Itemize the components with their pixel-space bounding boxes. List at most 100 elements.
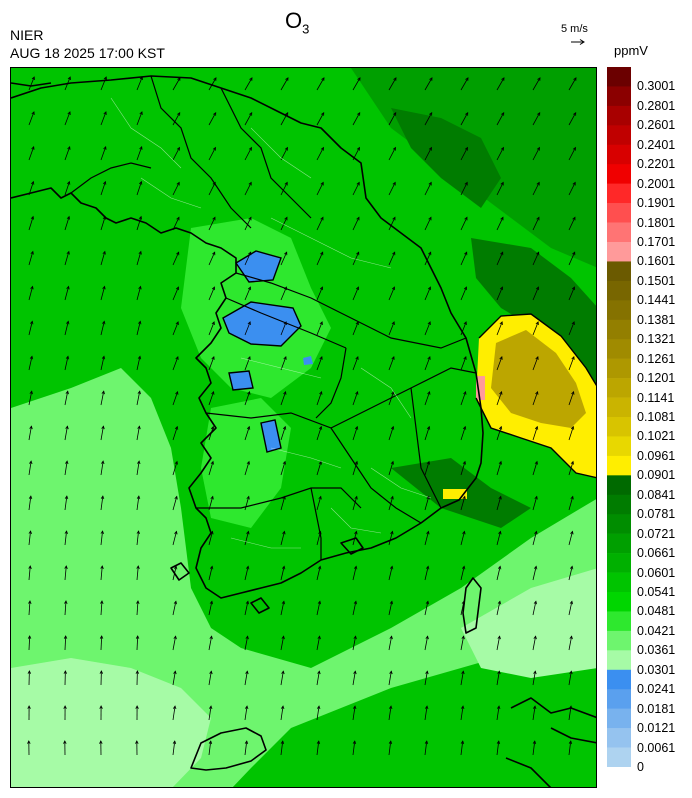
color-scale-label: 0: [637, 760, 644, 774]
wind-arrow-head: [66, 320, 70, 325]
color-scale-label: 0.1381: [637, 312, 676, 327]
color-scale-label: 0.0181: [637, 701, 676, 716]
wind-arrow: [172, 182, 180, 196]
wind-arrow-head: [27, 740, 31, 744]
wind-arrow: [352, 77, 361, 91]
wind-arrow-head: [356, 181, 360, 186]
wind-arrow: [532, 286, 539, 301]
field-zone-low-3: [229, 371, 253, 390]
wind-arrow: [64, 461, 68, 476]
chart-title: O3: [285, 8, 309, 36]
wind-arrow: [316, 496, 322, 511]
wind-arrow-head: [281, 565, 286, 570]
wind-arrow-head: [172, 705, 177, 710]
color-scale-bin: [607, 747, 631, 767]
wind-arrow-head: [500, 251, 504, 256]
wind-arrow-head: [353, 565, 358, 570]
wind-arrow: [424, 391, 430, 406]
wind-arrow: [172, 286, 179, 301]
wind-arrow: [496, 461, 502, 476]
wind-arrow-head: [497, 565, 502, 570]
wind-arrow-head: [284, 216, 288, 221]
wind-arrow-head: [249, 77, 253, 81]
wind-arrow: [424, 566, 429, 581]
color-scale-label: 0.1261: [637, 351, 676, 366]
species-symbol: O: [285, 8, 303, 33]
wind-arrow-head: [63, 635, 68, 639]
wind-arrow: [28, 111, 35, 126]
color-scale-label: 0.1601: [637, 254, 676, 269]
wind-arrow-head: [136, 600, 140, 604]
wind-arrow-head: [212, 146, 216, 151]
color-scale-bin: [607, 553, 631, 573]
wind-arrow-head: [281, 600, 286, 605]
wind-arrow-head: [425, 600, 430, 605]
wind-arrow-head: [27, 635, 32, 639]
wind-arrow: [280, 391, 286, 406]
wind-arrow: [244, 182, 252, 196]
wind-arrow: [280, 461, 286, 476]
wind-arrow: [172, 252, 180, 266]
wind-arrow-head: [64, 530, 68, 535]
wind-arrow-head: [29, 355, 34, 360]
wind-arrow: [244, 112, 253, 126]
wind-arrow: [352, 741, 356, 756]
wind-arrow: [424, 356, 431, 371]
wind-arrow-head: [570, 425, 575, 430]
color-scale-labels: 0.3001 0.2801 0.2601 0.2401 0.2201 0.2001 0.19…: [637, 67, 692, 787]
wind-arrow: [280, 706, 284, 721]
wind-arrow-head: [500, 216, 504, 221]
color-scale-label: 0.1321: [637, 332, 676, 347]
color-scale-label: 0.0961: [637, 448, 676, 463]
color-scale-label: 0.0121: [637, 721, 676, 736]
wind-arrow: [172, 147, 180, 161]
wind-arrow-head: [464, 146, 468, 151]
wind-arrow: [496, 182, 504, 196]
wind-arrow: [568, 252, 576, 266]
wind-arrow-head: [31, 180, 35, 185]
wind-arrow-head: [29, 425, 33, 430]
wind-arrow-head: [211, 356, 215, 360]
wind-arrow-head: [67, 180, 71, 185]
wind-arrow-head: [174, 495, 178, 500]
wind-arrow: [136, 566, 139, 581]
wind-arrow: [532, 391, 538, 406]
map-canvas: [11, 68, 596, 787]
wind-arrow: [28, 216, 34, 231]
wind-arrow: [388, 182, 396, 196]
wind-arrow-head: [102, 250, 106, 255]
wind-arrow: [136, 601, 139, 616]
wind-arrow: [208, 147, 216, 161]
wind-arrow-head: [571, 356, 575, 360]
wind-arrow-head: [248, 216, 252, 221]
wind-arrow-head: [27, 705, 31, 709]
wind-arrow-head: [353, 670, 357, 675]
field-zone-high-olive: [491, 330, 586, 428]
wind-arrow-head: [175, 356, 179, 360]
field-zone-low-5: [303, 356, 313, 365]
wind-arrow-head: [533, 600, 538, 605]
wind-arrow-head: [429, 111, 433, 116]
wind-arrow-head: [535, 286, 540, 291]
wind-arrow-head: [175, 321, 179, 326]
wind-arrow-head: [569, 670, 573, 675]
wind-arrow-head: [209, 670, 213, 675]
wind-arrow: [316, 286, 323, 301]
wind-arrow: [352, 182, 360, 196]
wind-arrow: [280, 217, 288, 231]
wind-arrow-head: [173, 600, 178, 605]
wind-arrow: [136, 76, 143, 91]
wind-arrow: [496, 706, 500, 721]
color-scale-bin: [607, 378, 631, 398]
wind-arrow: [136, 286, 141, 301]
color-scale-bin: [607, 611, 631, 632]
color-scale-bin: [607, 203, 631, 223]
wind-arrow: [244, 321, 251, 336]
wind-arrow-head: [209, 600, 214, 605]
wind-arrow-head: [354, 495, 358, 500]
color-scale-label: 0.2201: [637, 157, 676, 172]
wind-arrow-head: [570, 460, 574, 465]
color-scale-label: 0.0901: [637, 468, 676, 483]
wind-arrow: [316, 112, 325, 126]
wind-arrow: [208, 391, 214, 406]
